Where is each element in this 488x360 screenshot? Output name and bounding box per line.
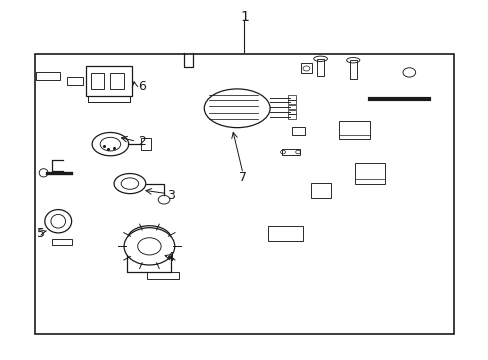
Bar <box>288 105 296 109</box>
Bar <box>349 60 356 79</box>
Bar <box>316 59 324 76</box>
Text: 1: 1 <box>240 10 248 24</box>
Text: 4: 4 <box>166 251 174 264</box>
Text: 7: 7 <box>239 171 246 184</box>
Ellipse shape <box>92 132 128 156</box>
Bar <box>141 138 151 150</box>
Bar <box>147 272 178 279</box>
Bar <box>354 163 384 184</box>
Bar <box>110 73 123 89</box>
Bar <box>281 149 300 155</box>
Bar <box>267 226 303 241</box>
Bar <box>288 110 296 114</box>
Bar <box>52 239 72 244</box>
Bar <box>288 95 296 100</box>
Bar <box>91 73 104 89</box>
Text: 5: 5 <box>37 226 44 239</box>
Ellipse shape <box>204 89 269 128</box>
Text: 3: 3 <box>167 189 175 202</box>
Bar <box>86 66 132 96</box>
Bar <box>35 54 453 334</box>
Bar <box>291 127 305 135</box>
Text: 2: 2 <box>138 135 146 148</box>
Ellipse shape <box>114 174 145 194</box>
Bar <box>338 121 369 139</box>
Text: 6: 6 <box>138 80 146 93</box>
Bar <box>288 100 296 104</box>
Bar <box>288 114 296 119</box>
Bar <box>301 63 311 73</box>
Bar <box>67 77 83 85</box>
Bar <box>310 183 330 198</box>
Ellipse shape <box>45 210 72 233</box>
Circle shape <box>124 228 174 265</box>
